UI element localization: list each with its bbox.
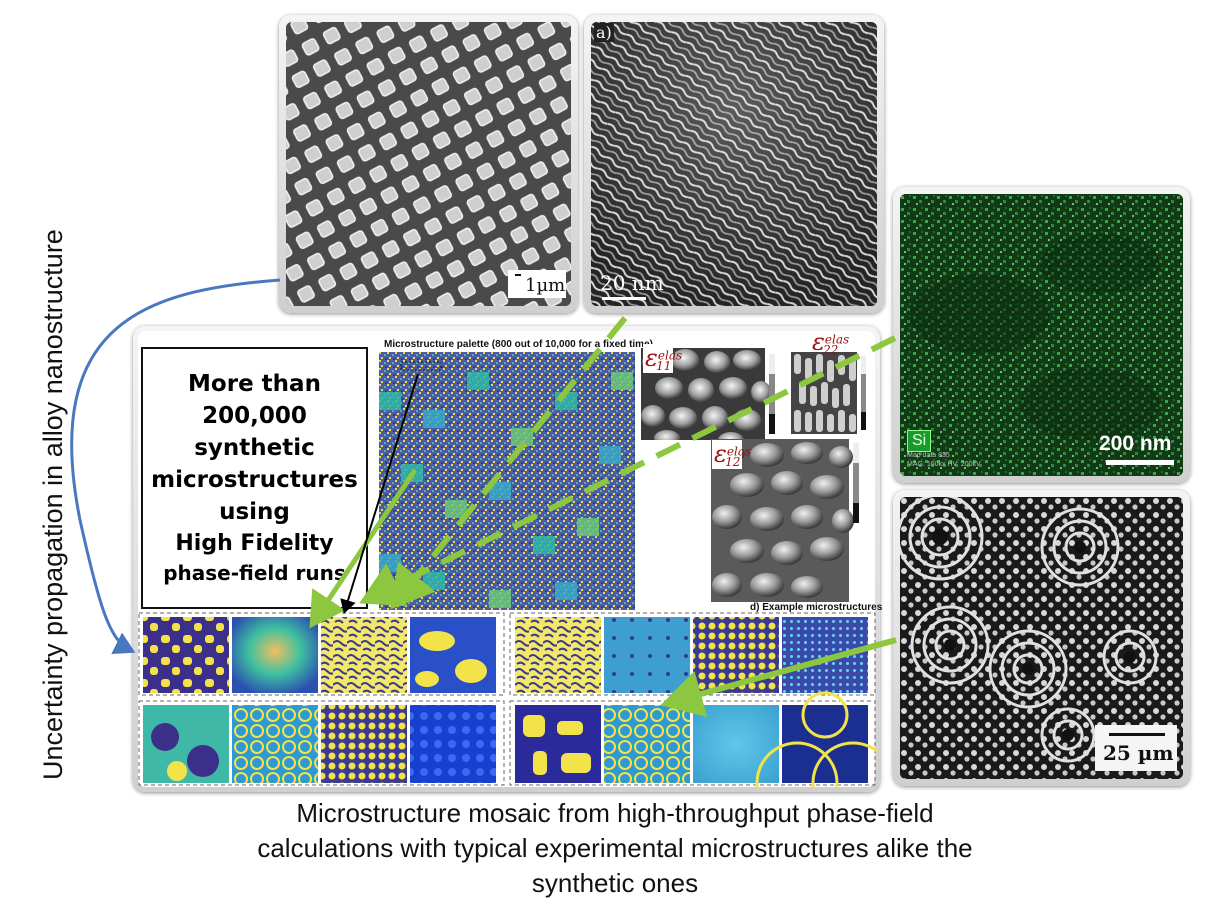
box-line-1: More than <box>188 371 321 397</box>
tem-micrograph: a) 20 nm <box>584 15 884 313</box>
example-label: d) Example microstructures <box>750 602 883 613</box>
eds-map: Si Map data 835 MAG: 160kx HV: 200kV 200… <box>893 187 1190 483</box>
strain-map-22 <box>791 352 876 434</box>
eds-meta-2: MAG: 160kx HV: 200kV <box>907 461 981 468</box>
box-line-6: High Fidelity <box>175 531 334 556</box>
strain-label-22: εelas22 <box>812 328 850 358</box>
blue-curved-arrow <box>70 278 281 655</box>
sem-scale-bar <box>515 274 521 276</box>
box-line-7: phase-field runs <box>163 561 346 585</box>
caption-line-1: Microstructure mosaic from high-throughp… <box>296 798 934 828</box>
strain-label-12: εelas12 <box>712 440 752 470</box>
black-pointer <box>340 373 419 614</box>
strain-label-11: εelas11 <box>643 344 683 374</box>
green-arrow-spinodal <box>660 637 897 718</box>
box-line-3: synthetic <box>194 435 315 461</box>
spinodal-scale-label: 25 µm <box>1103 741 1174 765</box>
figure-caption: Microstructure mosaic from high-throughp… <box>170 796 1060 901</box>
palette-title: Microstructure palette (800 out of 10,00… <box>384 339 653 350</box>
box-line-5: using <box>219 499 290 525</box>
green-arrow-eds <box>359 335 897 607</box>
sem-micrograph: 1µm <box>279 15 578 313</box>
box-line-2: 200,000 <box>202 403 307 429</box>
tem-scale-bar <box>602 297 646 300</box>
caption-line-2: calculations with typical experimental m… <box>257 833 973 863</box>
spinodal-micrograph: 25 µm <box>893 490 1190 786</box>
tem-panel-label: a) <box>594 23 614 42</box>
eds-scale-label: 200 nm <box>1099 432 1172 455</box>
synthetic-count-box: More than 200,000 synthetic microstructu… <box>141 347 368 609</box>
eds-element-tag: Si <box>907 430 932 452</box>
eds-scale-bar <box>1106 460 1174 465</box>
green-arrow-tem <box>390 316 628 610</box>
spinodal-scale-bar <box>1109 733 1165 736</box>
caption-line-3: synthetic ones <box>531 868 699 898</box>
strain-map-11 <box>641 348 789 448</box>
box-line-4: microstructures <box>151 467 358 493</box>
eds-meta: Map data 835 <box>907 452 950 459</box>
sem-scale-label: 1µm <box>525 275 566 296</box>
tem-scale-label: 20 nm <box>600 271 664 295</box>
